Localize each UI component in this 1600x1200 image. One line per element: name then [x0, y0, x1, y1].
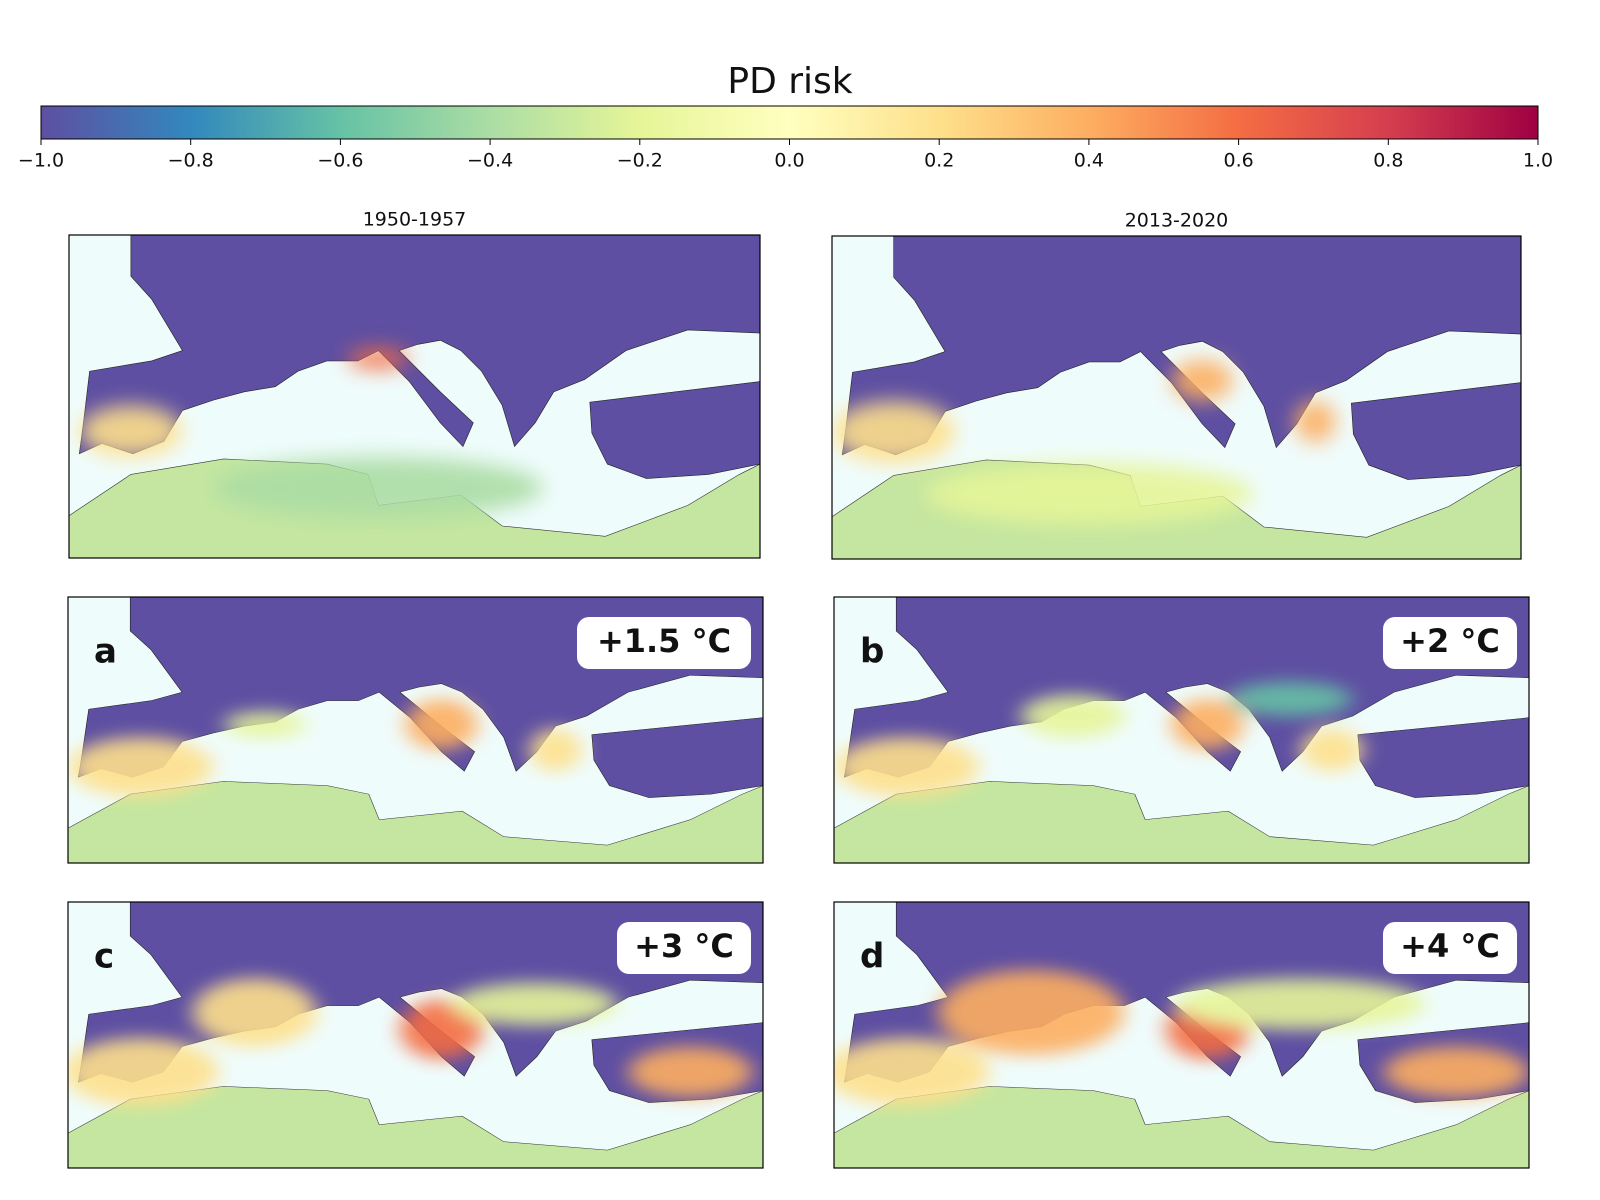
risk-patch: [223, 711, 307, 738]
land: [832, 236, 1521, 559]
tick-label: −0.8: [168, 150, 214, 172]
panel-letter: a: [94, 632, 117, 672]
scenario-label: +1.5 °C: [597, 622, 731, 660]
tick-label: 0.0: [774, 150, 804, 172]
panel-frame: [831, 235, 1522, 560]
panel-frame: [67, 901, 764, 1169]
map: [832, 236, 1521, 559]
anatolia: [1357, 717, 1529, 798]
panel-title: 1950-1957: [363, 209, 467, 231]
risk-patch: [1300, 728, 1364, 772]
africa: [834, 1086, 1529, 1168]
tick-label: −0.2: [617, 150, 663, 172]
panel-frame: [833, 596, 1530, 864]
scenario-label: +2 °C: [1400, 622, 1500, 660]
risk-patch: [834, 737, 980, 797]
land: [834, 597, 1529, 863]
land: [68, 902, 763, 1168]
risk-patch: [1383, 1046, 1529, 1098]
panel-frame: [67, 596, 764, 864]
risk-patch: [1294, 401, 1336, 443]
scenario-label: +4 °C: [1400, 927, 1500, 965]
panel-frame: [833, 901, 1530, 1169]
land: [69, 235, 760, 558]
badge: [617, 922, 751, 974]
risk-patch: [451, 982, 618, 1026]
map: [69, 235, 760, 558]
africa: [834, 781, 1529, 863]
panel-letter: b: [860, 632, 884, 672]
map: [834, 902, 1529, 1168]
panel-title: 2013-2020: [1125, 210, 1229, 232]
tick-label: 0.4: [1074, 150, 1104, 172]
risk-patch: [1176, 978, 1426, 1030]
badge: [1383, 922, 1517, 974]
africa: [68, 1086, 763, 1168]
risk-patch: [832, 401, 956, 464]
risk-patch: [68, 1037, 219, 1106]
risk-patch: [924, 463, 1254, 525]
badge: [577, 617, 751, 669]
risk-patches: [79, 348, 544, 519]
tick-label: 1.0: [1523, 150, 1553, 172]
risk-patch: [192, 978, 317, 1047]
risk-patch: [347, 348, 410, 370]
scenario-label: +3 °C: [634, 927, 734, 965]
risk-patches: [834, 969, 1529, 1106]
colorbar-title: PD risk: [727, 61, 852, 102]
risk-patch: [405, 698, 478, 750]
tick-label: −1.0: [18, 150, 64, 172]
risk-patches: [832, 359, 1336, 525]
badge: [1383, 617, 1517, 669]
anatolia: [1350, 382, 1521, 480]
land: [834, 902, 1529, 1168]
risk-patch: [628, 1046, 753, 1098]
tick-label: −0.4: [467, 150, 513, 172]
panel-letter: c: [94, 937, 114, 977]
panel-letter: d: [860, 937, 884, 977]
risk-patch: [1171, 359, 1234, 402]
risk-patch: [529, 728, 582, 772]
africa: [68, 781, 763, 863]
panel-frame: [68, 234, 761, 559]
colorbar: [40, 105, 1539, 140]
risk-patch: [1228, 681, 1353, 716]
risk-patch: [79, 405, 183, 457]
risk-patch: [399, 999, 483, 1060]
risk-patch: [68, 737, 214, 797]
risk-patch: [1020, 694, 1125, 738]
tick-label: 0.2: [924, 150, 954, 172]
tick-label: −0.6: [317, 150, 363, 172]
risk-patches: [834, 681, 1364, 797]
risk-patch: [213, 456, 544, 519]
tick-label: 0.8: [1373, 150, 1403, 172]
tick-label: 0.6: [1223, 150, 1253, 172]
risk-patch: [834, 1037, 990, 1106]
risk-patch: [1171, 698, 1244, 750]
risk-patches: [68, 978, 753, 1106]
risk-patch: [937, 969, 1125, 1055]
risk-patches: [68, 698, 582, 797]
anatolia: [591, 717, 763, 798]
